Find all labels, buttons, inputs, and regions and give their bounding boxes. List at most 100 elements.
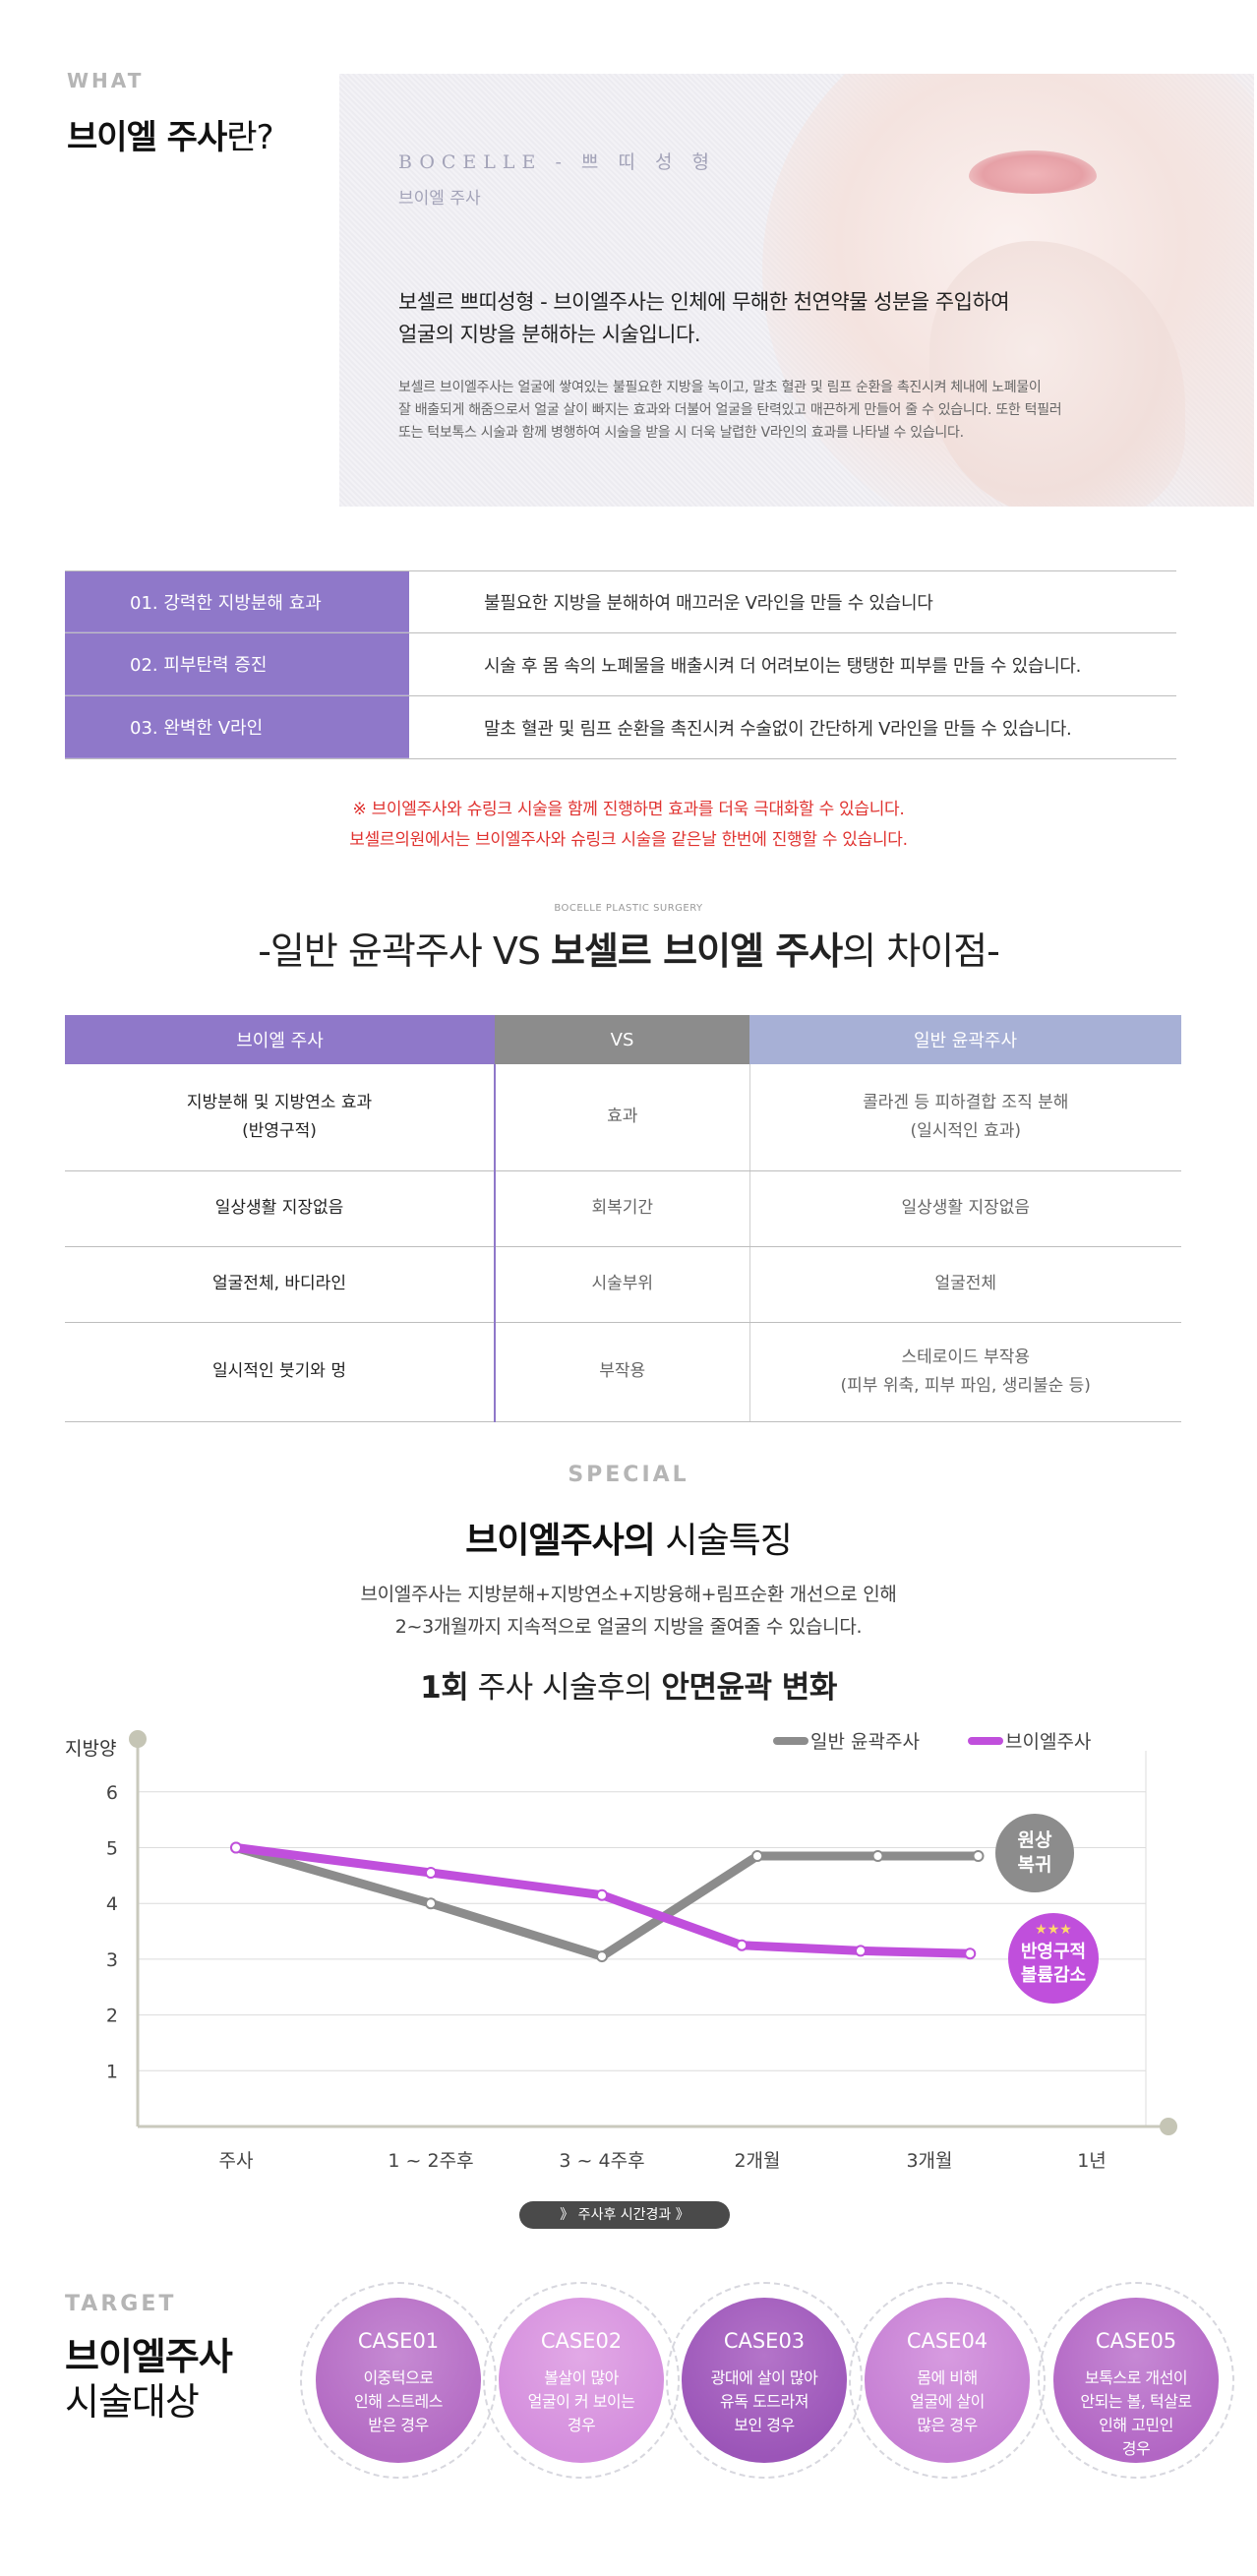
other-cell: 콜라겐 등 피하결합 조직 분해 (일시적인 효과)	[749, 1064, 1181, 1171]
hero-headline-line-2: 얼굴의 지방을 분해하는 시술입니다.	[398, 323, 701, 346]
data-point	[736, 1939, 748, 1951]
what-title-light: 란?	[226, 118, 273, 157]
what-label: WHAT	[67, 69, 145, 92]
case-desc-line: 보인 경우	[734, 2416, 795, 2434]
vl-cell: 지방분해 및 지방연소 효과 (반영구적)	[65, 1064, 496, 1171]
case-desc-line: 얼굴이 커 보이는	[527, 2392, 635, 2411]
series-line-2	[231, 1843, 975, 1958]
case-desc-line: 몸에 비해	[917, 2368, 978, 2387]
target-title: 브이엘주사 시술대상	[65, 2334, 233, 2425]
y-tick-label: 4	[106, 1893, 118, 1915]
x-tick-label: 주사	[219, 2150, 254, 2172]
benefit-row: 03. 완벽한 V라인 말초 혈관 및 림프 순환을 촉진시켜 수술없이 간단하…	[65, 696, 1176, 759]
end-badge-general-line-1: 원상	[1018, 1829, 1052, 1851]
benefit-row: 01. 강력한 지방분해 효과 불필요한 지방을 분해하여 매끄러운 V라인을 …	[65, 570, 1176, 633]
target-title-bold: 브이엘주사	[65, 2335, 233, 2378]
y-tick-label: 2	[106, 2006, 118, 2027]
data-point	[425, 1867, 437, 1880]
x-tick-label: 1 ~ 2주후	[388, 2150, 473, 2172]
y-tick-label: 6	[106, 1782, 118, 1804]
vl-cell: 일상생활 지장없음	[65, 1170, 496, 1247]
other-cell: 스테로이드 부작용 (피부 위축, 피부 파임, 생리불순 등)	[749, 1322, 1181, 1422]
case-desc-line: 볼살이 많아	[544, 2368, 619, 2387]
other-cell-line-2: (일시적인 효과)	[910, 1120, 1021, 1141]
case-desc-line: 인해 스트레스	[354, 2392, 443, 2411]
special-title-light: 시술특징	[654, 1521, 792, 1561]
notice-line-2: 보셀르의원에서는 브이엘주사와 슈링크 시술을 같은날 한번에 진행할 수 있습…	[349, 830, 908, 850]
other-cell-line-2: (피부 위축, 피부 파임, 생리불순 등)	[840, 1375, 1091, 1396]
legend-label-general: 일반 윤곽주사	[810, 1731, 920, 1753]
case-desc: 보톡스로 개선이 안되는 볼, 턱살로 인해 고민인 경우	[1053, 2366, 1219, 2461]
hero-sub: 브이엘 주사	[398, 189, 481, 209]
case-number: CASE02	[540, 2329, 623, 2353]
hero-headline: 보셀르 쁘띠성형 - 브이엘주사는 인체에 무해한 천연약물 성분을 주입하여 …	[398, 286, 1205, 351]
data-point	[855, 1945, 867, 1957]
benefit-label: 01. 강력한 지방분해 효과	[65, 571, 409, 632]
benefit-desc: 불필요한 지방을 분해하여 매끄러운 V라인을 만들 수 있습니다	[484, 593, 933, 614]
data-point	[751, 1850, 763, 1863]
end-badge-vl-stars: ★★★	[1035, 1922, 1072, 1938]
hero-kicker: BOCELLE - 쁘 띠 성 형	[398, 151, 716, 173]
other-cell: 일상생활 지장없음	[749, 1170, 1181, 1247]
data-point	[964, 1947, 977, 1960]
item-cell: 시술부위	[495, 1246, 750, 1323]
table-row: 지방분해 및 지방연소 효과 (반영구적) 효과 콜라겐 등 피하결합 조직 분해…	[65, 1064, 1181, 1171]
comparison-title-bold: 보셀르 브이엘 주사	[551, 929, 843, 973]
hero-body-line-2: 잘 배출되게 해줌으로서 얼굴 살이 빠지는 효과와 더불어 얼굴을 탄력있고 …	[398, 402, 1062, 418]
data-point	[230, 1841, 242, 1854]
case-desc-line: 받은 경우	[368, 2416, 429, 2434]
target-label: TARGET	[65, 2292, 177, 2316]
benefit-desc: 말초 혈관 및 림프 순환을 촉진시켜 수술없이 간단하게 V라인을 만들 수 …	[484, 718, 1072, 740]
table-row: 일상생활 지장없음 회복기간 일상생활 지장없음	[65, 1170, 1181, 1247]
comparison-title-pre: -일반 윤곽주사 VS	[258, 929, 552, 973]
hero-body-line-3: 또는 턱보톡스 시술과 함께 병행하여 시술을 받을 시 더욱 날렵한 V라인의…	[398, 425, 964, 441]
case-circle: CASE03 광대에 살이 많아 유독 도드라져 보인 경우	[666, 2282, 863, 2479]
what-title-bold: 브이엘 주사	[67, 118, 227, 157]
comparison-kicker: BOCELLE PLASTIC SURGERY	[554, 903, 703, 914]
end-badge-general-line-2: 복귀	[1018, 1854, 1052, 1876]
end-badge-vl	[1008, 1913, 1099, 2004]
data-point	[596, 1950, 608, 1963]
data-point	[972, 1850, 985, 1863]
special-label: SPECIAL	[568, 1463, 689, 1487]
vl-cell: 얼굴전체, 바디라인	[65, 1246, 496, 1323]
y-tick-label: 5	[106, 1838, 118, 1860]
case-desc-line: 인해 고민인	[1099, 2416, 1173, 2434]
benefit-label: 02. 피부탄력 증진	[65, 633, 409, 695]
x-tick-label: 3 ~ 4주후	[559, 2150, 644, 2172]
end-badge-general	[995, 1814, 1074, 1892]
hero-banner: BOCELLE - 쁘 띠 성 형 브이엘 주사 보셀르 쁘띠성형 - 브이엘주…	[339, 74, 1254, 507]
chart-title-bold: 안면윤곽 변화	[661, 1670, 837, 1706]
y-tick-label: 3	[106, 1949, 118, 1971]
header-vs: VS	[495, 1015, 749, 1064]
end-badge-vl-line-1: 반영구적	[1021, 1942, 1086, 1962]
case-number: CASE01	[357, 2329, 440, 2353]
end-badge-vl-line-2: 볼륨감소	[1021, 1965, 1086, 1986]
notice-line-1: ※ 브이엘주사와 슈링크 시술을 함께 진행하면 효과를 더욱 극대화할 수 있…	[352, 800, 905, 819]
special-desc-line-2: 2~3개월까지 지속적으로 얼굴의 지방을 줄여줄 수 있습니다.	[394, 1616, 863, 1638]
case-desc-line: 광대에 살이 많아	[710, 2368, 818, 2387]
case-desc-line: 얼굴에 살이	[910, 2392, 985, 2411]
chart-title-pre: 1회	[420, 1670, 469, 1706]
case-desc-line: 안되는 볼, 턱살로	[1080, 2392, 1192, 2411]
case-circle: CASE04 몸에 비해 얼굴에 살이 많은 경우	[849, 2282, 1046, 2479]
item-cell: 부작용	[495, 1322, 750, 1422]
vl-cell-line-2: (반영구적)	[242, 1120, 317, 1141]
hero-body: 보셀르 브이엘주사는 얼굴에 쌓여있는 불필요한 지방을 녹이고, 말초 혈관 …	[398, 377, 1205, 445]
case-desc-line: 경우	[567, 2416, 596, 2434]
comparison-table: 브이엘 주사 VS 일반 윤곽주사 지방분해 및 지방연소 효과 (반영구적) 효…	[65, 1015, 1181, 1422]
chart-title: 1회 주사 시술후의 안면윤곽 변화	[0, 1662, 1257, 1707]
data-point	[425, 1897, 437, 1910]
target-title-line-1: 브이엘주사	[65, 2334, 233, 2379]
item-cell: 효과	[495, 1064, 750, 1171]
other-cell-line-1: 콜라겐 등 피하결합 조직 분해	[863, 1092, 1069, 1112]
case-desc: 몸에 비해 얼굴에 살이 많은 경우	[865, 2366, 1030, 2437]
hero-body-line-1: 보셀르 브이엘주사는 얼굴에 쌓여있는 불필요한 지방을 녹이고, 말초 혈관 …	[398, 380, 1042, 395]
comparison-title-post: 의 차이점-	[842, 929, 1000, 973]
header-vl: 브이엘 주사	[65, 1015, 495, 1064]
case-inner: CASE05 보톡스로 개선이 안되는 볼, 턱살로 인해 고민인 경우	[1053, 2298, 1219, 2463]
case-number: CASE03	[723, 2329, 806, 2353]
item-cell: 회복기간	[495, 1170, 750, 1247]
case-circle: CASE05 보톡스로 개선이 안되는 볼, 턱살로 인해 고민인 경우	[1038, 2282, 1234, 2479]
special-desc-line-1: 브이엘주사는 지방분해+지방연소+지방융해+림프순환 개선으로 인해	[360, 1584, 897, 1605]
